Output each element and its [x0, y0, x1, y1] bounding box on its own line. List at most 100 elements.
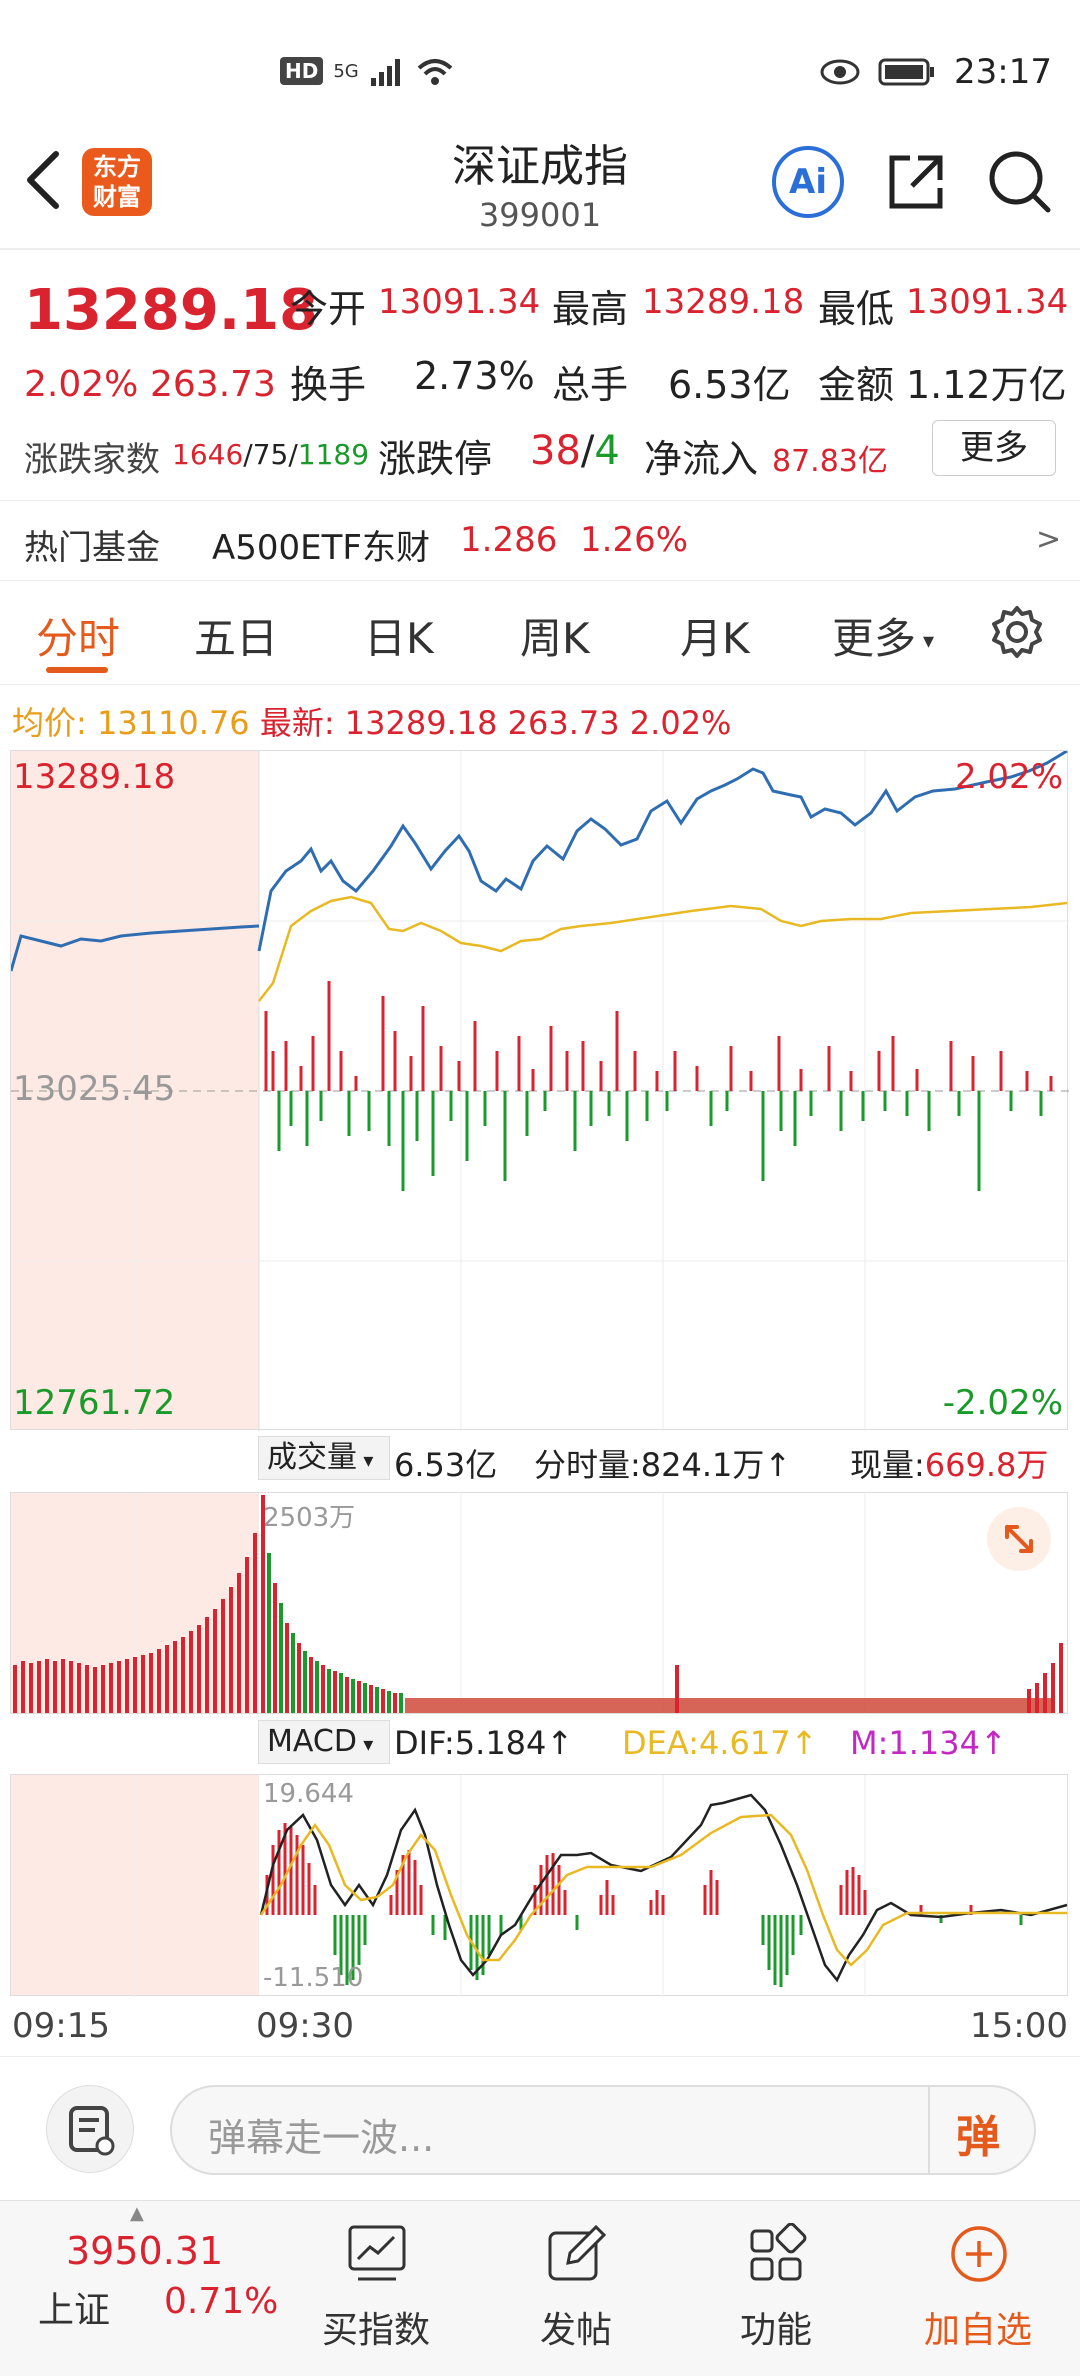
app-logo: 东方 财富 [82, 148, 152, 216]
open-value: 13091.34 [378, 282, 541, 322]
page-title: 深证成指 [452, 141, 628, 192]
macd-dea: DEA:4.617↑ [622, 1724, 817, 1762]
macd-max-label: 19.644 [263, 1779, 354, 1809]
hot-fund-pct: 1.26% [580, 520, 689, 560]
bottom-nav: ▲ 3950.31 上证 0.71% 买指数 发帖 功能 加自选 [0, 2200, 1080, 2376]
tab-five-day[interactable]: 五日 [194, 614, 279, 663]
breadth-up: 1646 [172, 438, 244, 471]
session-volume-baseline [405, 1698, 1055, 1713]
avg-price-line [258, 895, 1068, 1002]
arrow-up-icon: ↑ [764, 1446, 792, 1484]
danmaku-toggle-button[interactable]: 弹 [956, 2112, 1000, 2163]
hot-fund-row[interactable]: 热门基金 A500ETF东财 1.286 1.26% > [0, 504, 1080, 580]
ai-assistant-button[interactable]: Ai [772, 146, 844, 218]
price-line [257, 751, 1068, 952]
breadth-label: 涨跌家数 [24, 440, 160, 480]
prev-close-label: 13025.45 [13, 1069, 176, 1109]
tab-more[interactable]: 更多 ▾ [832, 605, 934, 666]
price-line-premarket [11, 924, 260, 972]
macd-dif: DIF:5.184↑ [394, 1724, 573, 1762]
battery-icon [878, 58, 935, 86]
back-icon[interactable] [22, 148, 66, 212]
volume-max-label: 2503万 [263, 1503, 356, 1533]
macd-min-label: -11.510 [263, 1963, 364, 1993]
share-icon[interactable] [884, 150, 948, 214]
index-name: 上证 [38, 2290, 111, 2331]
status-bar: HD 5G 23:17 [0, 0, 1080, 140]
minute-volume-label: 分时量: [534, 1446, 641, 1484]
tab-weekly-k[interactable]: 周K [520, 614, 590, 663]
arrow-up-icon: ↑ [546, 1724, 574, 1762]
top-price-label: 13289.18 [13, 757, 176, 797]
latest-value: 13289.18 [344, 704, 498, 742]
index-price: 3950.31 [66, 2229, 224, 2273]
arrow-up-icon: ↑ [980, 1724, 1007, 1762]
security-code: 399001 [478, 196, 602, 234]
volume-chart[interactable]: 2503万 [10, 1492, 1068, 1715]
intraday-chart-svg [11, 751, 1069, 1431]
settings-gear-icon[interactable] [990, 605, 1044, 659]
macd-m: M:1.134↑ [850, 1724, 1007, 1762]
intraday-summary: 均价: 13110.76 最新: 13289.18 263.73 2.02% [12, 698, 731, 744]
breadth-down: 1189 [297, 438, 370, 471]
volume-chart-svg [13, 1493, 1063, 1715]
bottom-price-label: 12761.72 [13, 1383, 176, 1423]
volume-selector[interactable]: 成交量 ▾ [258, 1436, 390, 1480]
grid-icon [750, 2223, 807, 2281]
spike-volume-bar [675, 1665, 679, 1713]
breadth-flat: 75 [252, 438, 289, 471]
market-index-ticker[interactable]: ▲ 3950.31 上证 0.71% [0, 2201, 300, 2377]
chart-trend-icon [348, 2225, 406, 2281]
open-label: 今开 [290, 287, 367, 331]
avg-label: 均价: [12, 704, 87, 742]
index-pct: 0.71% [164, 2281, 279, 2322]
tab-monthly-k[interactable]: 月K [680, 614, 750, 663]
change-pct: 2.02% [24, 364, 139, 405]
macd-positive-bars [265, 1823, 973, 1915]
chart-tabs: 分时 五日 日K 周K 月K 更多 ▾ [0, 580, 1080, 685]
tab-intraday[interactable]: 分时 [36, 614, 121, 663]
turnover-label: 换手 [290, 363, 367, 407]
intraday-chart[interactable]: 13289.18 2.02% 13025.45 12761.72 -2.02% [10, 750, 1069, 1431]
latest-change: 263.73 [507, 704, 620, 742]
current-volume-value: 669.8万 [924, 1446, 1049, 1484]
macd-chart[interactable]: 19.644 -11.510 [10, 1774, 1068, 1997]
volume-label: 总手 [552, 363, 629, 407]
change-value: 263.73 [150, 364, 276, 405]
more-button[interactable]: 更多 [932, 420, 1056, 476]
volume-total: 6.53亿 [394, 1446, 498, 1484]
macd-m-value: M:1.134 [850, 1724, 980, 1762]
volume-selector-label: 成交量 [267, 1440, 357, 1475]
time-close: 15:00 [970, 2006, 1068, 2046]
caret-up-icon: ▲ [130, 2203, 144, 2224]
wifi-icon [417, 59, 453, 85]
down-volume-bars [277, 1091, 1043, 1191]
nav-post-label: 发帖 [539, 2310, 612, 2351]
danmaku-settings-button[interactable] [46, 2085, 134, 2173]
close-volume-bars [1027, 1643, 1063, 1713]
danmaku-input[interactable]: 弹幕走一波... 弹 [170, 2085, 1036, 2175]
nav-add-watchlist-label: 加自选 [923, 2310, 1032, 2351]
latest-label: 最新: [259, 704, 335, 742]
tab-daily-k[interactable]: 日K [364, 614, 434, 663]
add-circle-icon [951, 2226, 1007, 2282]
macd-chart-svg [134, 1775, 1068, 1997]
volume-value: 6.53亿 [668, 363, 791, 407]
expand-icon[interactable] [987, 1507, 1051, 1571]
clock: 23:17 [954, 52, 1052, 92]
low-label: 最低 [818, 287, 895, 331]
netflow-label: 净流入 [644, 437, 759, 481]
dea-line [259, 1813, 1067, 1967]
search-icon[interactable] [986, 148, 1054, 216]
bottom-pct-label: -2.02% [942, 1383, 1063, 1423]
low-value: 13091.34 [906, 282, 1069, 322]
nav-functions-label: 功能 [739, 2310, 812, 2351]
limit-values: 38/4 [530, 428, 620, 474]
top-pct-label: 2.02% [954, 757, 1063, 797]
caret-down-icon: ▾ [356, 1732, 374, 1756]
current-volume-label: 现量: [850, 1446, 925, 1484]
macd-dea-value: DEA:4.617 [622, 1724, 791, 1762]
indicator-selector[interactable]: MACD ▾ [258, 1720, 390, 1764]
chevron-right-icon: > [1036, 522, 1062, 557]
limit-down: 4 [594, 428, 620, 474]
